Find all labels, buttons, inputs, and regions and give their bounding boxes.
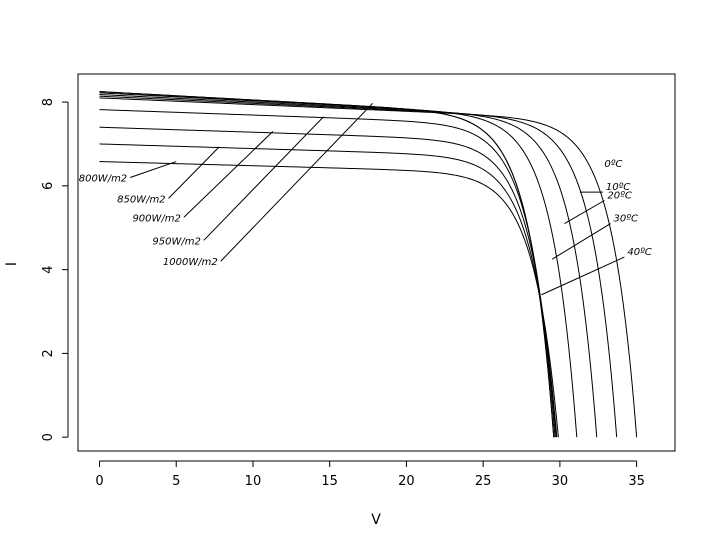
annotation-label: 850W/m2	[117, 194, 165, 205]
x-tick-label: 30	[552, 474, 569, 489]
x-axis: 0 5 10 15 20 25 30 35	[95, 460, 645, 489]
annotation-leader	[130, 161, 177, 178]
curve-irradiance-1	[99, 143, 558, 438]
annotation-label: 0ºC	[604, 159, 622, 170]
y-tick-label: 8	[41, 98, 56, 106]
annotation-label: 30ºC	[614, 214, 638, 225]
curve-temperature-8	[99, 92, 578, 438]
annotation-label: 800W/m2	[79, 173, 127, 184]
y-tick-label: 4	[41, 265, 56, 273]
annotation-leader	[564, 200, 605, 224]
curve-irradiance-3	[99, 109, 556, 438]
x-tick-label: 5	[172, 474, 180, 489]
y-axis-title: I	[4, 262, 20, 266]
annotation-label: 40ºC	[627, 247, 651, 258]
annotation-leader	[551, 223, 611, 260]
annotation-leader	[541, 256, 625, 296]
x-tick-label: 15	[321, 474, 338, 489]
series-curves	[99, 91, 638, 438]
y-tick-label: 6	[41, 182, 56, 190]
x-tick-label: 10	[245, 474, 262, 489]
annotation-label: 950W/m2	[152, 236, 200, 247]
annotation-label: 900W/m2	[132, 213, 180, 224]
curve-annotations: 800W/m2 850W/m2 900W/m2 950W/m2 1000W/m2 0ºC 1…	[79, 102, 652, 296]
curve-irradiance-0	[99, 161, 559, 438]
curve-temperature-5	[99, 97, 638, 438]
curve-irradiance-2	[99, 126, 557, 438]
curve-temperature-7	[99, 94, 598, 438]
annotation-leader	[220, 102, 374, 262]
annotation-leader	[168, 146, 220, 199]
curve-temperature-9	[99, 91, 555, 438]
annotation-label: 20ºC	[607, 191, 631, 202]
x-tick-label: 0	[95, 474, 103, 489]
annotation-leader	[203, 116, 324, 241]
annotation-leader	[183, 131, 274, 218]
x-tick-label: 25	[475, 474, 492, 489]
annotation-label: 10ºC	[606, 182, 630, 193]
y-axis: 0 2 4 6 8	[41, 98, 69, 441]
x-tick-label: 35	[628, 474, 645, 489]
y-tick-label: 2	[41, 349, 56, 357]
curve-temperature-6	[99, 95, 618, 438]
x-axis-title: V	[371, 512, 381, 528]
x-tick-label: 20	[398, 474, 415, 489]
y-tick-label: 0	[41, 433, 56, 441]
annotation-label: 1000W/m2	[163, 257, 218, 268]
plot-frame	[77, 73, 676, 452]
